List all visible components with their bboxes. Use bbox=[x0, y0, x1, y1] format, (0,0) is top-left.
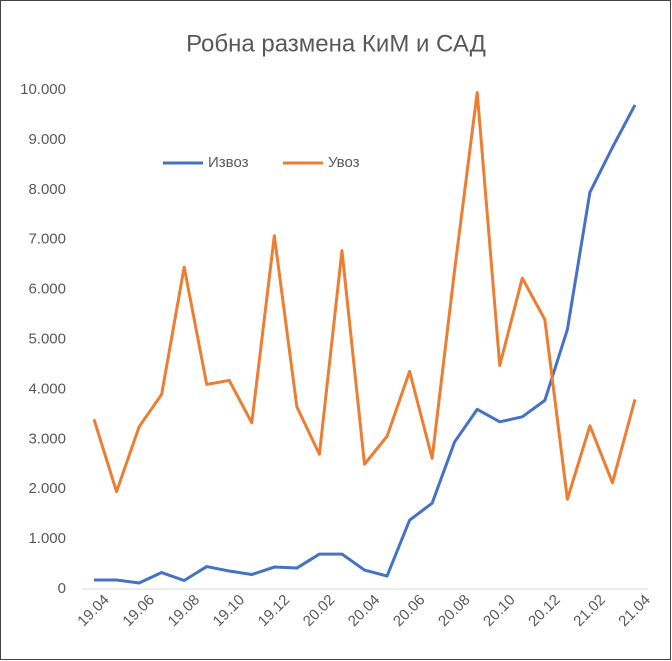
legend-label: Извоз bbox=[208, 154, 249, 171]
y-tick-label: 0 bbox=[58, 580, 66, 597]
y-tick-label: 4.000 bbox=[28, 380, 66, 397]
y-tick-label: 8.000 bbox=[28, 181, 66, 198]
y-tick-label: 7.000 bbox=[28, 231, 66, 248]
series-line bbox=[92, 90, 637, 501]
y-tick-label: 9.000 bbox=[28, 131, 66, 148]
y-tick-label: 1.000 bbox=[28, 530, 66, 547]
legend-label: Увоз bbox=[328, 154, 360, 171]
series-line bbox=[94, 104, 637, 585]
y-tick-label: 2.000 bbox=[28, 480, 66, 497]
chart-title: Робна размена КиМ и САД bbox=[186, 30, 486, 57]
y-tick-label: 6.000 bbox=[28, 281, 66, 298]
y-tick-label: 5.000 bbox=[28, 330, 66, 347]
y-tick-label: 10.000 bbox=[20, 81, 66, 98]
y-tick-label: 3.000 bbox=[28, 430, 66, 447]
